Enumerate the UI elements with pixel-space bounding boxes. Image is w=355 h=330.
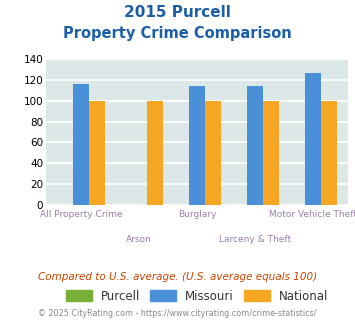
Legend: Purcell, Missouri, National: Purcell, Missouri, National xyxy=(62,286,332,306)
Text: Arson: Arson xyxy=(126,235,152,244)
Bar xyxy=(205,101,222,205)
Bar xyxy=(89,101,105,205)
Bar xyxy=(189,86,205,205)
Bar xyxy=(147,101,163,205)
Bar xyxy=(305,73,321,205)
Bar xyxy=(247,86,263,205)
Text: Compared to U.S. average. (U.S. average equals 100): Compared to U.S. average. (U.S. average … xyxy=(38,272,317,282)
Bar xyxy=(73,84,89,205)
Text: Larceny & Theft: Larceny & Theft xyxy=(219,235,291,244)
Text: Property Crime Comparison: Property Crime Comparison xyxy=(63,26,292,41)
Bar xyxy=(263,101,279,205)
Bar xyxy=(321,101,338,205)
Text: 2015 Purcell: 2015 Purcell xyxy=(124,5,231,20)
Text: © 2025 CityRating.com - https://www.cityrating.com/crime-statistics/: © 2025 CityRating.com - https://www.city… xyxy=(38,309,317,317)
